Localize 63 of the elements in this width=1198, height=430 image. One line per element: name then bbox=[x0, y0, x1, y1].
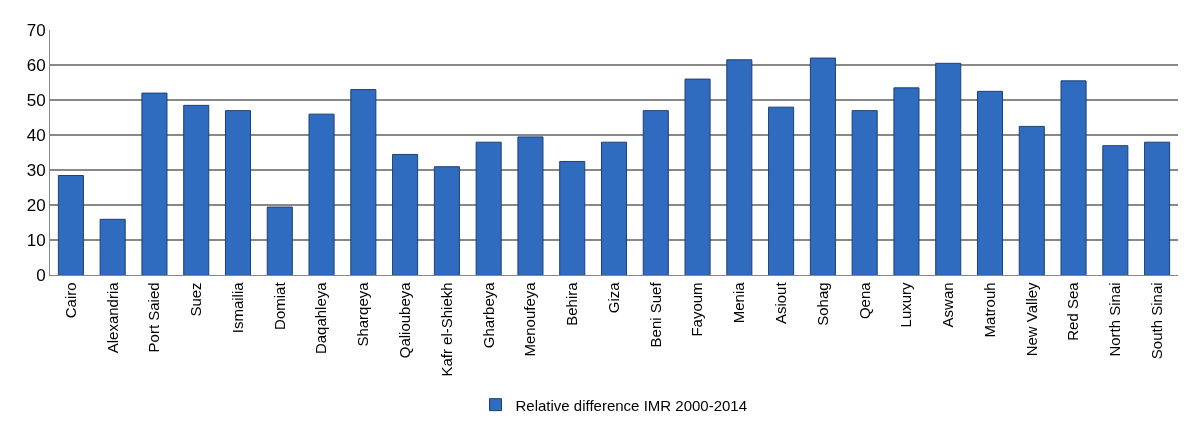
bar bbox=[392, 153, 419, 276]
bar bbox=[1018, 125, 1045, 276]
x-tick-label: Gharbeya bbox=[479, 281, 497, 349]
x-tick-label: Beni Suef bbox=[646, 281, 664, 348]
x-tick-label: Luxury bbox=[897, 281, 915, 328]
x-tick-label: Giza bbox=[604, 281, 622, 314]
bar bbox=[600, 141, 628, 276]
y-tick-label: 70 bbox=[26, 20, 46, 40]
x-tick-label: Alexandria bbox=[103, 281, 121, 354]
bar bbox=[266, 206, 293, 276]
x-tick-label: Asiout bbox=[771, 281, 789, 325]
bar bbox=[99, 218, 126, 276]
bar bbox=[684, 78, 711, 276]
x-tick-label: Matrouh bbox=[980, 282, 998, 338]
x-tick-label: Suez bbox=[187, 282, 205, 317]
y-tick-label: 60 bbox=[26, 56, 46, 76]
y-tick-label: 20 bbox=[26, 196, 46, 216]
bar bbox=[893, 87, 920, 276]
bar bbox=[642, 110, 669, 276]
bar bbox=[57, 174, 84, 276]
bar bbox=[976, 90, 1004, 276]
bar bbox=[935, 62, 962, 276]
y-tick-label: 0 bbox=[36, 266, 46, 286]
bar bbox=[1144, 141, 1171, 276]
y-tick-label: 40 bbox=[26, 126, 46, 146]
x-tick-label: Port Saied bbox=[145, 282, 163, 353]
bar bbox=[308, 113, 335, 276]
bar bbox=[183, 104, 210, 276]
bar bbox=[475, 141, 502, 276]
x-tick-label: Kafr el-Shiekh bbox=[437, 282, 455, 377]
x-tick-label: Fayoum bbox=[688, 282, 706, 337]
x-tick-label: Menoufeya bbox=[521, 281, 539, 357]
x-tick-label: Red Sea bbox=[1064, 281, 1082, 341]
y-tick-label: 50 bbox=[26, 91, 46, 111]
bar bbox=[1060, 80, 1087, 276]
x-tick-label: Sohag bbox=[813, 282, 831, 326]
x-tick-label: Aswan bbox=[939, 282, 957, 328]
x-tick-label: South Sinai bbox=[1147, 282, 1165, 360]
bar bbox=[224, 110, 252, 276]
bar bbox=[350, 89, 377, 276]
x-tick-label: Behira bbox=[563, 281, 581, 326]
bar bbox=[559, 160, 586, 276]
bar bbox=[809, 57, 836, 276]
y-tick-label: 10 bbox=[26, 231, 46, 251]
legend-label: Relative difference IMR 2000-2014 bbox=[515, 396, 748, 414]
x-tick-label: Domiat bbox=[270, 281, 288, 330]
x-tick-label: Menia bbox=[730, 281, 748, 324]
x-tick-label: Ismailia bbox=[228, 281, 246, 334]
y-tick-label: 30 bbox=[26, 161, 46, 181]
bar bbox=[433, 166, 460, 276]
bar bbox=[141, 92, 168, 276]
x-tick-label: New Valley bbox=[1022, 281, 1040, 357]
x-tick-label: Qalioubeya bbox=[395, 281, 413, 359]
bar bbox=[726, 59, 753, 276]
x-tick-label: Qena bbox=[855, 281, 873, 320]
bar bbox=[517, 136, 544, 276]
x-tick-label: Daqahleya bbox=[312, 281, 330, 355]
x-tick-label: North Sinai bbox=[1106, 282, 1124, 357]
x-tick-label: Sharqeya bbox=[354, 281, 372, 347]
bar bbox=[1102, 145, 1129, 276]
x-tick-label: Cairo bbox=[61, 282, 79, 319]
bar bbox=[851, 110, 878, 276]
bar bbox=[768, 106, 795, 276]
